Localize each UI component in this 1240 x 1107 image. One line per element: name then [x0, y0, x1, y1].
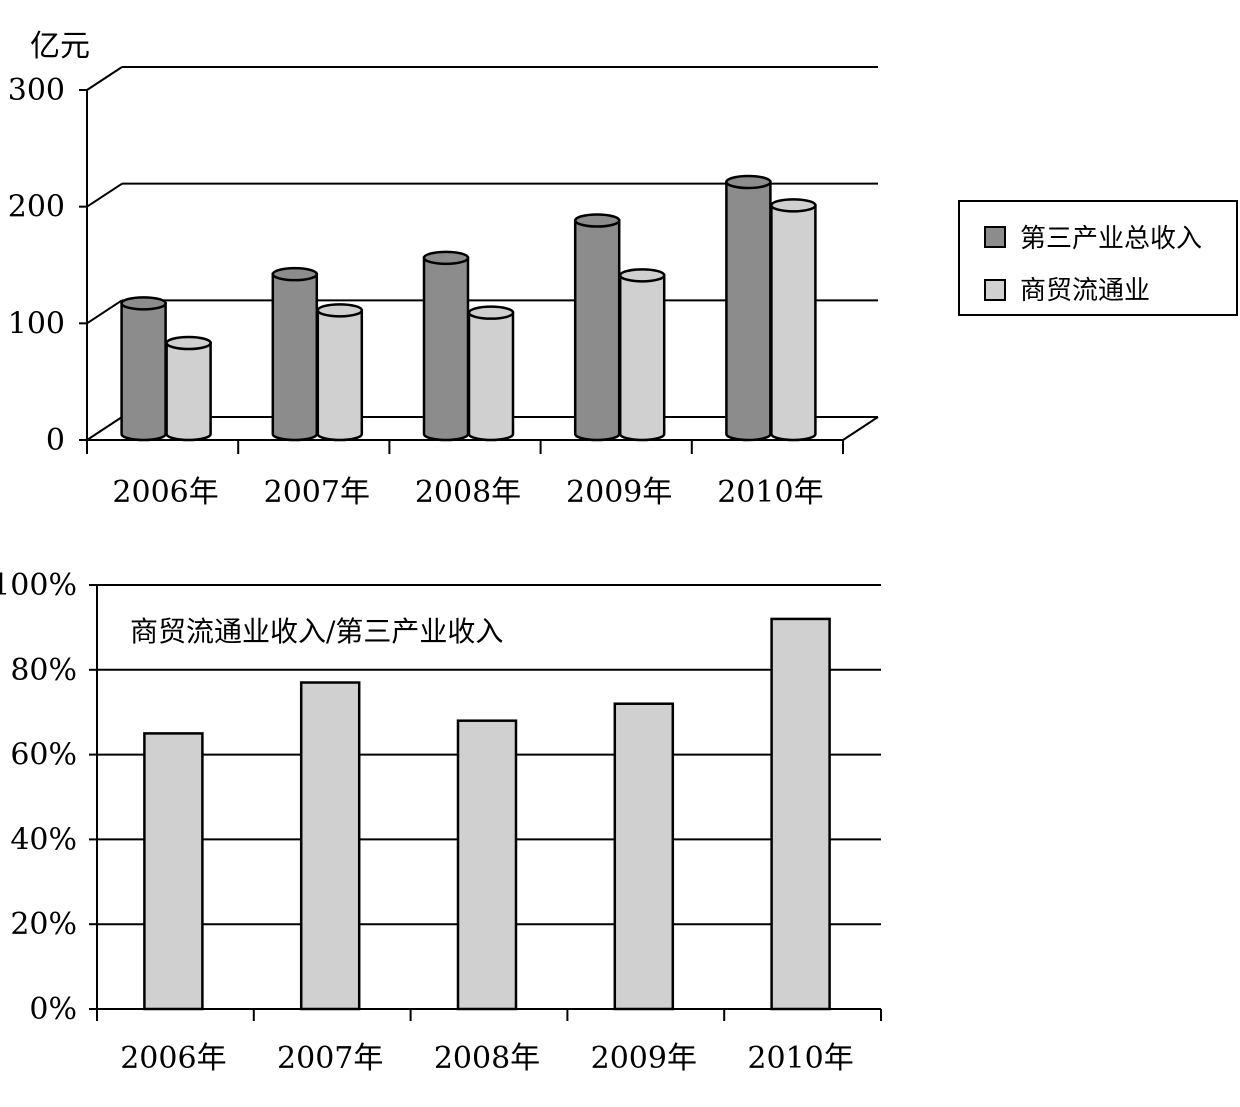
top-chart-legend: 第三产业总收入 商贸流通业: [958, 200, 1238, 316]
bar-top: [271, 266, 319, 282]
xtick-label: 2010年: [747, 1041, 853, 1076]
bar: [316, 303, 364, 442]
bar: [143, 732, 204, 1011]
gridline-diagonal: [86, 416, 123, 441]
xtick-label: 2006年: [112, 475, 218, 510]
bar-top: [165, 335, 212, 351]
xtick-label: 2007年: [264, 475, 370, 510]
bottom-chart-annotation: 商贸流通业收入/第三产业收入: [130, 615, 503, 648]
bar: [165, 335, 212, 442]
bar-body: [316, 309, 364, 442]
legend-label-tertiary: 第三产业总收入: [1020, 224, 1202, 254]
bar: [299, 681, 361, 1011]
bar-top: [725, 174, 772, 190]
bar: [613, 702, 675, 1011]
bottom-chart-axes: [89, 584, 882, 1021]
ytick-label: 80%: [10, 653, 77, 688]
xtick-label: 2009年: [591, 1041, 697, 1076]
bar-top: [573, 213, 621, 228]
legend-label-commerce: 商贸流通业: [1020, 276, 1150, 306]
bar-body: [573, 219, 621, 442]
bar-body: [618, 274, 666, 442]
xtick-label: 2008年: [415, 475, 521, 510]
bar: [422, 250, 470, 442]
bar: [271, 266, 319, 442]
ytick-label: 100%: [0, 568, 77, 603]
ytick-label: 200: [8, 190, 65, 225]
legend-swatch-commerce: [984, 279, 1006, 301]
ytick-label: 40%: [10, 822, 77, 857]
top-chart-ytick-labels: 0 100 200 300: [8, 73, 65, 458]
top-chart-ylabel: 亿元: [30, 29, 90, 64]
xtick-label: 2008年: [434, 1041, 540, 1076]
ytick-label: 20%: [10, 907, 77, 942]
top-chart-xtick-labels: 2006年 2007年 2008年 2009年 2010年: [112, 475, 823, 510]
bar-body: [770, 204, 817, 442]
ytick-label: 0: [46, 423, 65, 458]
top-chart-axes: [79, 89, 844, 454]
bottom-chart-ytick-labels: 0% 20% 40% 60% 80% 100%: [0, 568, 77, 1027]
gridline-diagonal: [86, 299, 123, 325]
top-chart-bars: [120, 174, 817, 442]
bar: [725, 174, 772, 442]
bar-top: [120, 296, 167, 311]
bar: [456, 719, 518, 1011]
bar-top: [467, 305, 515, 320]
bar-body: [271, 272, 319, 442]
ytick-label: 300: [8, 73, 65, 108]
bottom-chart-xtick-labels: 2006年 2007年 2008年 2009年 2010年: [120, 1041, 854, 1076]
xtick-label: 2009年: [566, 475, 672, 510]
bar-body: [120, 302, 167, 442]
floor-edge: [842, 416, 879, 441]
xtick-label: 2010年: [717, 475, 823, 510]
xtick-label: 2006年: [120, 1041, 226, 1076]
bar-body: [422, 256, 470, 442]
bar-top: [770, 198, 817, 213]
ytick-label: 100: [8, 306, 65, 341]
gridline-diagonal: [86, 66, 123, 91]
bar-body: [165, 341, 212, 442]
xtick-label: 2007年: [277, 1041, 383, 1076]
bar-top: [422, 250, 470, 266]
bar-body: [725, 180, 772, 442]
bar: [770, 198, 817, 442]
bar-top: [618, 268, 666, 283]
legend-swatch-tertiary: [984, 226, 1006, 248]
bar-body: [467, 311, 515, 442]
bar: [573, 213, 621, 442]
gridline-diagonal: [86, 182, 123, 208]
bar: [770, 617, 831, 1011]
ytick-label: 60%: [10, 738, 77, 773]
bottom-chart-bars: [143, 617, 831, 1011]
bar-top: [316, 303, 364, 318]
bottom-chart: 商贸流通业收入/第三产业收入 0%20%40%60%80%100% 2006年 2…: [0, 568, 882, 1076]
ytick-label: 0%: [29, 992, 77, 1027]
bar: [467, 305, 515, 442]
bar: [618, 268, 666, 442]
bar: [120, 296, 167, 442]
